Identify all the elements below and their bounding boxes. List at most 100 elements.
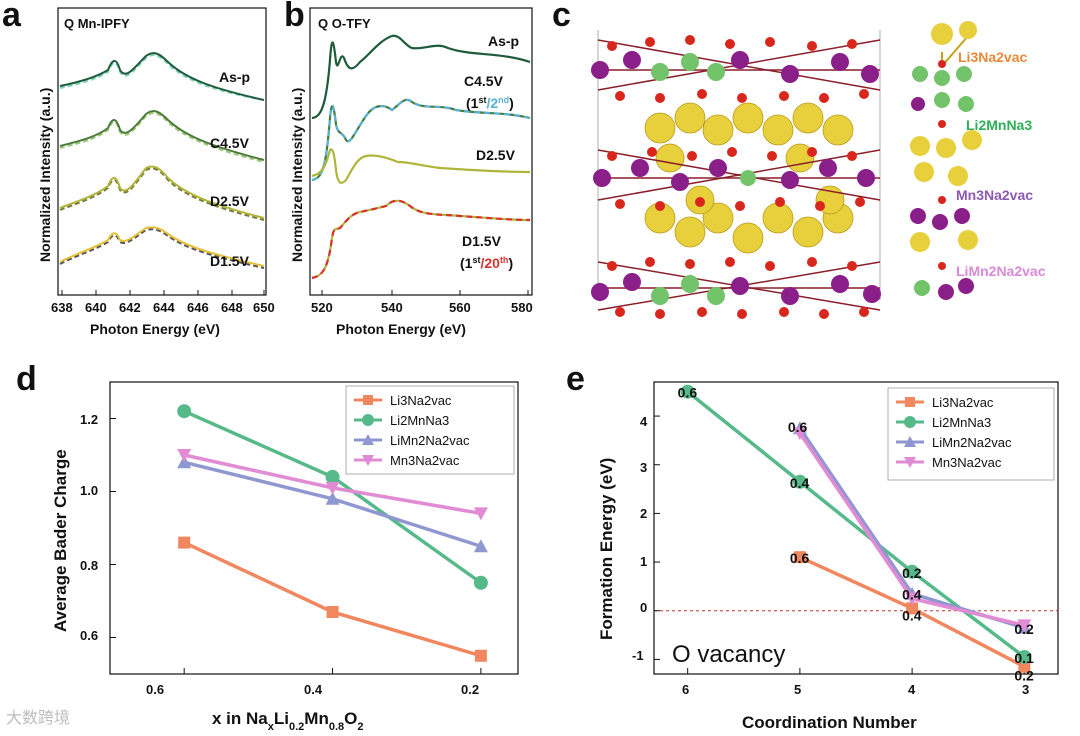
panel-a-frame	[57, 7, 267, 296]
panel-b-xtick-label: 560	[449, 300, 471, 315]
panel-e-data-point	[905, 592, 920, 606]
panel-d-data-point	[325, 469, 340, 484]
panel-e-legend-label: LiMn2Na2vac	[932, 435, 1012, 450]
panel-a-ylabel: Normalized Intensity (a.u.)	[37, 88, 53, 262]
panel-e-xtick-label: 5	[794, 682, 801, 697]
cluster-limn2na2vac	[910, 230, 978, 300]
panel-b-note-c45-open: (1	[466, 95, 479, 111]
panel-d-data-point	[473, 507, 488, 521]
panel-b-trace-d25	[311, 148, 531, 184]
panel-e-legend-marker	[904, 457, 916, 468]
panel-e-ytick-label: 2	[640, 506, 647, 521]
panel-d-xlabel-mid1: Li	[274, 709, 289, 728]
panel-b-note-d15-open: (1	[460, 255, 473, 271]
panel-letter-d: d	[16, 360, 37, 398]
panel-d-legend-marker	[362, 455, 374, 466]
cluster-label-mn3na2vac: Mn3Na2vac	[956, 187, 1033, 203]
panel-e-series-line	[686, 390, 1026, 659]
panel-e-ylabel: Formation Energy (eV)	[597, 458, 616, 640]
cluster-li3na2vac	[912, 21, 977, 86]
panel-e-point-label: 0.6	[788, 419, 808, 435]
tm-layer-bottom	[591, 257, 881, 319]
panel-b-xtick-label: 540	[381, 300, 403, 315]
panel-d-legend-label: LiMn2Na2vac	[390, 433, 470, 448]
panel-b-trace-as-p	[311, 34, 531, 120]
panel-e-data-point	[1018, 660, 1031, 673]
panel-d-xlabel-pre: x in Na	[212, 709, 268, 728]
panel-e-data-point	[792, 427, 807, 441]
panel-d-data-point	[325, 481, 340, 495]
panel-e-legend-box	[887, 387, 1055, 481]
panel-d-xlabel-sub4: 2	[357, 721, 363, 733]
panel-letter-a: a	[2, 0, 21, 34]
panel-a-trace-label-d15: D1.5V	[210, 253, 250, 269]
panel-a-xlabel: Photon Energy (eV)	[90, 321, 220, 337]
panel-letter-e: e	[566, 360, 585, 398]
panel-d-series-line	[183, 460, 482, 548]
watermark-text: 大数跨境	[6, 708, 71, 727]
panel-letter-b: b	[284, 0, 305, 34]
panel-e-data-point	[1017, 649, 1032, 664]
panel-d-legend: Li3Na2vac Li2MnNa3 LiMn2Na2vac Mn3Na2vac	[345, 385, 515, 475]
panel-a-xtick-label: 640	[85, 300, 107, 315]
panel-d-data-point	[177, 404, 192, 419]
panel-a-trace-d25	[59, 165, 265, 221]
panel-a-xtick-label: 642	[119, 300, 141, 315]
panel-d-series-line	[183, 409, 482, 585]
panel-a-xticks	[61, 290, 265, 295]
tm-layer-top	[591, 35, 881, 103]
panel-d-ytick-label: 0.8	[80, 558, 98, 573]
panel-a-trace-label-c45: C4.5V	[210, 135, 250, 151]
panel-d-ylabel: Average Bader Charge	[51, 449, 70, 632]
panel-a-trace-d15	[59, 226, 265, 269]
panel-e-ytick-label: 0	[640, 600, 647, 615]
panel-e-ytick-label: -1	[632, 648, 644, 663]
panel-b-note-d15: (1st/20th)	[460, 255, 513, 271]
panel-e-series-line	[798, 427, 1025, 630]
panel-d-legend-label: Li3Na2vac	[390, 393, 452, 408]
panel-e-series-line	[799, 555, 1026, 669]
panel-b-trace-label-d25: D2.5V	[476, 147, 516, 163]
panel-e-data-point	[792, 474, 807, 489]
panel-e-data-point	[793, 551, 806, 564]
panel-b-trace-c45	[311, 98, 531, 182]
panel-a-xtick-label: 644	[153, 300, 175, 315]
panel-e-point-label: 0.6	[790, 550, 810, 566]
panel-b-note-d15-close: )	[508, 255, 513, 271]
panel-b-note-d15-sup2: th	[500, 255, 509, 265]
panel-a-title: Q Mn-IPFY	[64, 16, 130, 31]
panel-b-note-c45: (1st/2nd)	[466, 95, 514, 111]
cluster-label-li2mnna3: Li2MnNa3	[966, 117, 1032, 133]
panel-e-data-point	[906, 602, 919, 615]
cluster-li2mnna3	[910, 92, 982, 158]
panel-e-point-label: 0.6	[678, 385, 698, 401]
panel-e-xtick-label: 3	[1022, 682, 1029, 697]
panel-d-data-point	[326, 605, 339, 618]
panel-e-legend-marker	[904, 416, 916, 428]
panel-b-title: Q O-TFY	[318, 16, 371, 31]
panel-b-xticks	[321, 290, 529, 295]
cluster-label-limn2na2vac: LiMn2Na2vac	[956, 263, 1046, 279]
panel-d-legend-marker	[363, 395, 373, 405]
panel-b-xtick-label: 580	[511, 300, 533, 315]
panel-e-legend-label: Li3Na2vac	[932, 395, 994, 410]
panel-d-xlabel-mid2: Mn	[304, 709, 329, 728]
panel-e-series-line	[798, 432, 1025, 628]
panel-d-data-point	[473, 575, 488, 590]
panel-e-point-label: 0.4	[790, 475, 810, 491]
panel-a-xtick-label: 648	[221, 300, 243, 315]
panel-b-trace-label-c45: C4.5V	[464, 73, 504, 89]
panel-d-xlabel-sub3: 0.8	[329, 721, 344, 733]
panel-e-point-label: 0.1	[1014, 650, 1034, 666]
panel-e-point-label: 0.4	[902, 607, 922, 623]
panel-d-data-point	[177, 449, 192, 462]
panel-e-point-label: 0.4	[902, 587, 922, 603]
panel-b-note-c45-sup1: st	[478, 95, 486, 105]
panel-a-xtick-label: 638	[51, 300, 73, 315]
panel-d-series-line	[183, 541, 482, 658]
panel-d-ytick-label: 1.0	[80, 483, 98, 498]
